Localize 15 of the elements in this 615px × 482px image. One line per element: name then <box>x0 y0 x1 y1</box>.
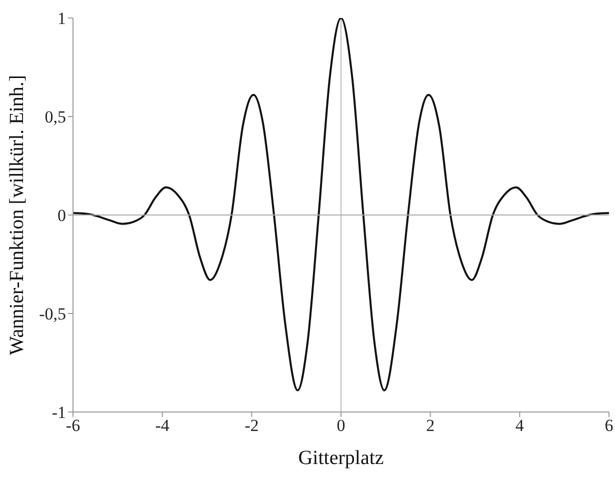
y-tick-label: 1 <box>58 9 66 28</box>
y-tick-label: -1 <box>52 403 66 422</box>
x-tick-label: 2 <box>426 416 435 436</box>
y-axis-title: Wannier-Funktion [willkürl. Einh.] <box>6 74 28 356</box>
y-tick-label: -0,5 <box>39 304 66 324</box>
y-tick-label: 0 <box>58 206 66 226</box>
x-axis-title: Gitterplatz <box>298 447 384 469</box>
x-tick-label: -6 <box>66 416 80 436</box>
line-series <box>73 18 609 392</box>
x-tick-label: -4 <box>155 416 170 436</box>
x-tick-label: 0 <box>336 416 346 436</box>
x-tick-label: 4 <box>515 416 524 436</box>
x-tick-label: 6 <box>604 416 614 436</box>
y-tick-label: 0,5 <box>44 108 66 127</box>
x-tick-label: -2 <box>244 416 259 436</box>
